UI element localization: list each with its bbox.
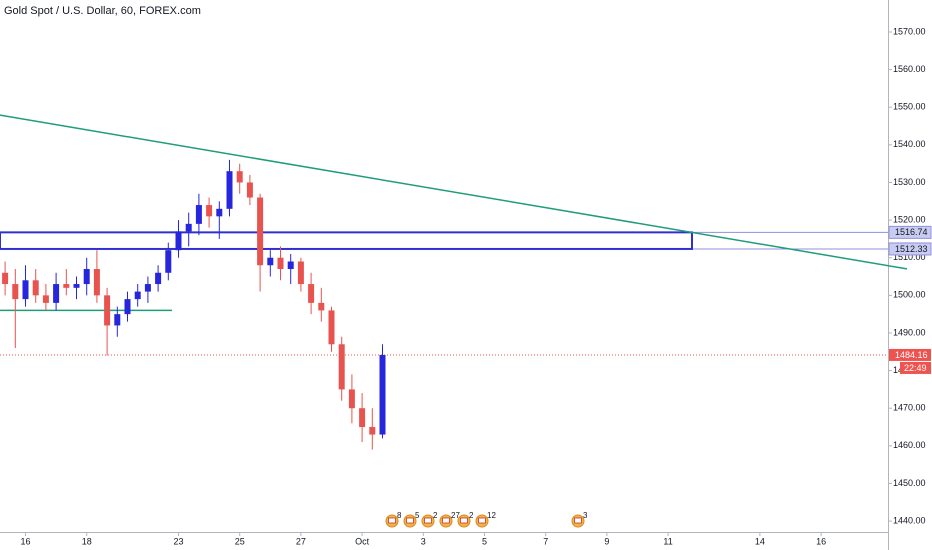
candle-body (287, 261, 294, 270)
event-flag (442, 517, 450, 524)
y-tick-label: 1440.00 (893, 515, 926, 525)
x-tick-label: 7 (543, 536, 548, 546)
level-price-label: 1512.33 (895, 244, 928, 254)
x-tick-label: 23 (173, 536, 183, 546)
y-tick-label: 1530.00 (893, 177, 926, 187)
candle-body (124, 299, 131, 315)
candle-body (308, 284, 315, 303)
candle-body (63, 284, 70, 288)
y-tick-label: 1460.00 (893, 440, 926, 450)
candle-body (2, 272, 9, 285)
candle-body (53, 284, 60, 303)
candle-body (318, 302, 325, 311)
y-tick-label: 1520.00 (893, 214, 926, 224)
candle-body (42, 295, 49, 303)
x-tick-label: 3 (421, 536, 426, 546)
candle-body (195, 205, 202, 224)
candle-body (379, 354, 386, 435)
event-flag (388, 517, 396, 524)
countdown-label: 22:49 (904, 363, 927, 373)
chart-title: Gold Spot / U.S. Dollar, 60, FOREX.com (4, 5, 201, 17)
x-tick-label: 18 (82, 536, 92, 546)
candle-body (267, 257, 274, 266)
event-count: 3 (583, 511, 588, 520)
candle-body (277, 257, 284, 270)
event-flag (424, 517, 432, 524)
event-count: 12 (487, 511, 496, 520)
event-count: 27 (451, 511, 460, 520)
y-tick-label: 1490.00 (893, 327, 926, 337)
x-tick-label: 27 (296, 536, 306, 546)
candle-body (297, 261, 304, 285)
level-price-label: 1516.74 (895, 227, 928, 237)
y-tick-label: 1550.00 (893, 102, 926, 112)
candle-body (134, 291, 141, 300)
candle-body (369, 427, 376, 435)
x-tick-label: 5 (482, 536, 487, 546)
candle-body (32, 280, 39, 296)
y-tick-label: 1560.00 (893, 64, 926, 74)
candle-body (359, 408, 366, 428)
event-count: 2 (469, 511, 474, 520)
countdown-box (900, 361, 931, 374)
last-price-box (889, 348, 931, 361)
candle-body (216, 208, 223, 217)
candle-body (83, 269, 90, 285)
trendline (0, 114, 908, 270)
candle-body (185, 223, 192, 232)
candle-body (328, 310, 335, 345)
event-count: 5 (415, 511, 420, 520)
level-zone (0, 231, 693, 250)
event-flag (460, 517, 468, 524)
x-tick-label: 25 (235, 536, 245, 546)
x-tick-label: 11 (663, 536, 672, 546)
candle-body (155, 272, 162, 285)
x-tick-label: 14 (755, 536, 765, 546)
x-tick-label: Oct (355, 536, 370, 546)
candle-body (93, 269, 100, 296)
candle-body (236, 171, 243, 183)
candle-body (73, 284, 80, 288)
candle-body (226, 171, 233, 209)
y-tick-label: 1470.00 (893, 403, 926, 413)
event-count: 2 (433, 511, 438, 520)
candle-body (175, 231, 182, 251)
y-tick-label: 1510.00 (893, 252, 926, 262)
candle-body (12, 284, 19, 300)
candle-body (165, 250, 172, 273)
event-flag (478, 517, 486, 524)
level-price-box (888, 225, 932, 239)
x-tick-label: 16 (20, 536, 30, 546)
candle-body (144, 284, 151, 292)
y-tick-label: 1570.00 (893, 26, 926, 36)
event-flag (406, 517, 414, 524)
last-price-label: 1484.16 (895, 350, 928, 360)
candle-body (338, 344, 345, 390)
candle-body (348, 389, 355, 409)
level-price-box (888, 242, 932, 256)
y-tick-label: 1450.00 (893, 478, 926, 488)
candle-body (104, 295, 111, 326)
candle-body (22, 280, 29, 300)
candle-body (257, 197, 264, 266)
candle-body (246, 182, 253, 198)
x-tick-label: 16 (816, 536, 826, 546)
y-tick-label: 1540.00 (893, 139, 926, 149)
event-flag (574, 517, 582, 524)
candle-body (114, 314, 121, 326)
x-tick-label: 9 (604, 536, 609, 546)
y-tick-label: 1500.00 (893, 290, 926, 300)
event-count: 8 (397, 511, 402, 520)
candle-body (206, 205, 213, 217)
